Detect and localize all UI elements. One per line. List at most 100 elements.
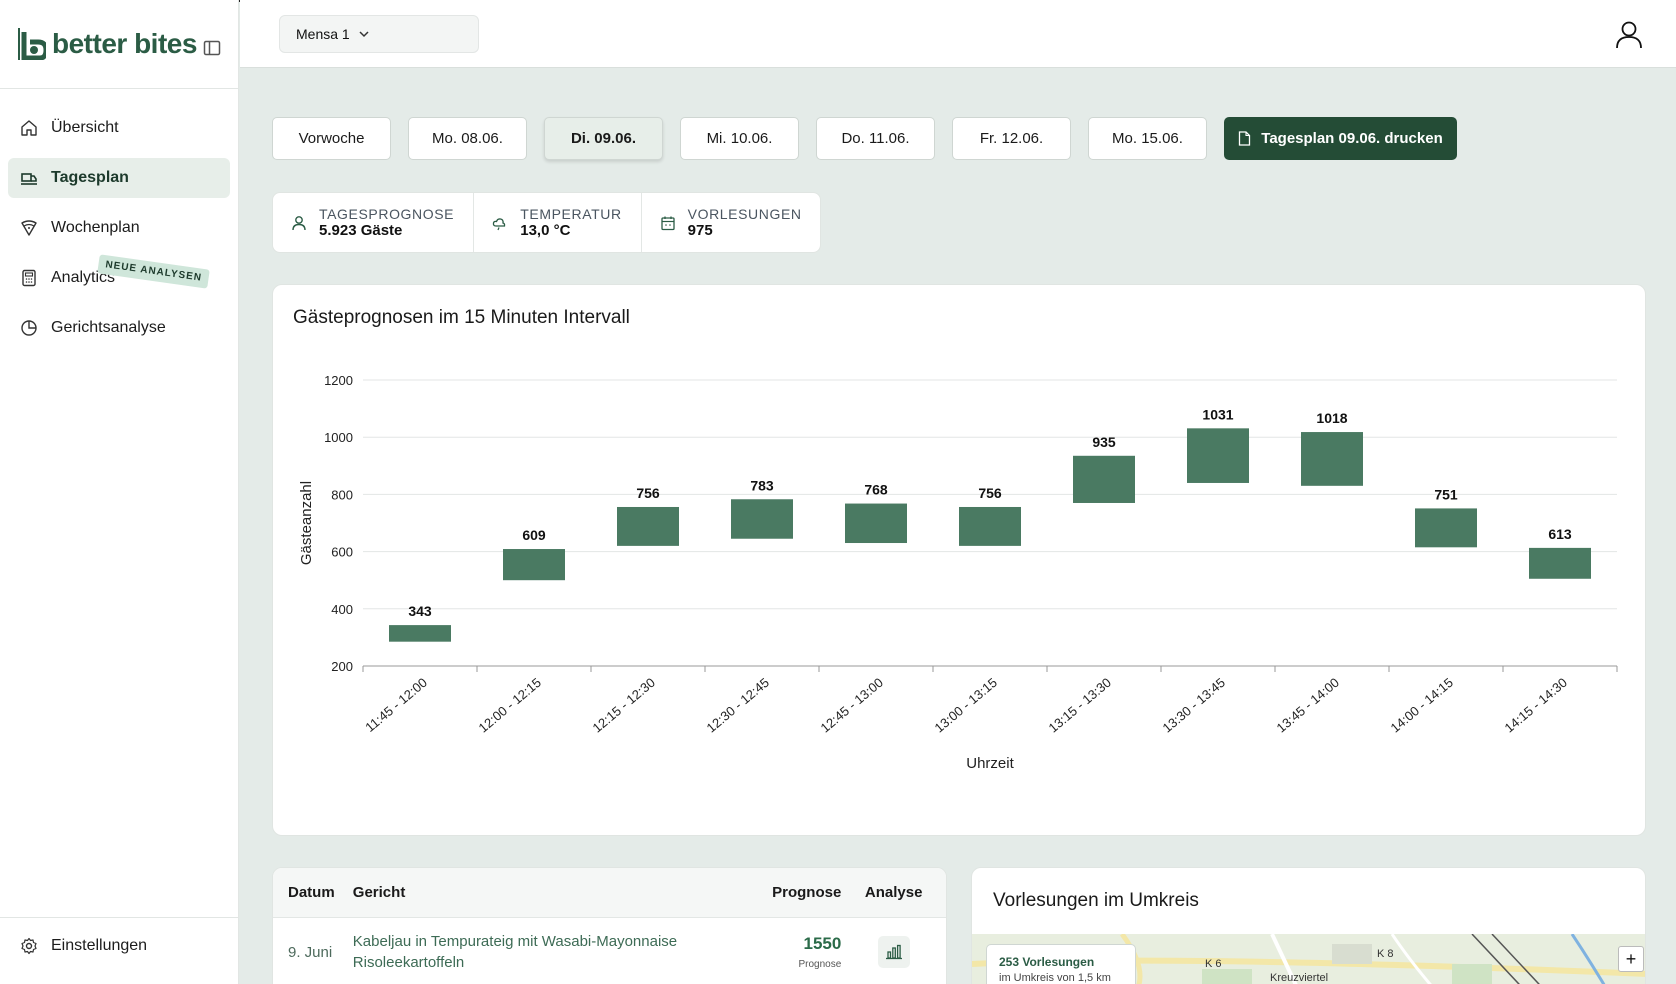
bar [1529, 547, 1591, 579]
stat-forecast: TAGESPROGNOSE 5.923 Gäste [273, 193, 475, 252]
bar-value-label: 783 [750, 477, 774, 493]
guest-forecast-chart-card: Gästeprognosen im 15 Minuten Intervall 2… [272, 284, 1646, 836]
logo-mark-icon [18, 28, 46, 60]
column-header-analysis: Analyse [864, 884, 923, 901]
day-button-fr-1206[interactable]: Fr. 12.06. [952, 117, 1071, 160]
brand-name: better bites [52, 28, 197, 59]
column-header-date: Datum [288, 884, 335, 901]
stat-temperature-value: 13,0 °C [520, 221, 571, 239]
map-tooltip-title: 253 Vorlesungen [999, 955, 1095, 969]
print-button-label: Tagesplan 09.06. drucken [1261, 130, 1443, 147]
row-date: 9. Juni [288, 943, 333, 961]
y-tick-label: 200 [331, 659, 353, 674]
x-tick-label: 13:00 - 13:15 [932, 675, 1000, 736]
stat-forecast-value: 5.923 Gäste [319, 221, 403, 239]
bar-value-label: 1018 [1316, 410, 1347, 426]
x-axis-label: Uhrzeit [966, 755, 1014, 772]
y-tick-label: 1200 [324, 373, 353, 388]
row-forecast-sub: Prognose [798, 958, 842, 970]
bar-value-label: 1031 [1202, 406, 1233, 422]
day-button-mo-1506[interactable]: Mo. 15.06. [1088, 117, 1207, 160]
analysis-button[interactable] [877, 936, 910, 968]
table-row: 9. Juni Kabeljau in Tempurateig mit Wasa… [273, 918, 946, 984]
home-icon [21, 120, 37, 136]
calendar-icon [660, 216, 675, 230]
bar [731, 499, 793, 539]
mensa-select-value: Mensa 1 [296, 26, 350, 42]
bar [1073, 455, 1135, 503]
sidebar-item-einstellungen[interactable]: Einstellungen [8, 926, 230, 966]
y-tick-label: 1000 [324, 430, 353, 445]
bar-value-label: 751 [1434, 486, 1458, 502]
day-button-mi-1006[interactable]: Mi. 10.06. [680, 117, 799, 160]
x-tick-label: 12:00 - 12:15 [476, 675, 544, 736]
lectures-map[interactable]: K 6 K 8 Kreuzviertel 253 Vorlesungen im … [972, 934, 1645, 984]
x-tick-label: 13:15 - 13:30 [1046, 675, 1114, 736]
day-button-vorwoche[interactable]: Vorwoche [272, 117, 391, 160]
print-dayplan-button[interactable]: Tagesplan 09.06. drucken [1224, 117, 1457, 160]
sidebar: better bites Übersicht Tagesplan Wochenp… [0, 0, 239, 984]
table-header: Datum Gericht Prognose Analyse [273, 868, 946, 918]
sidebar-collapse-icon[interactable] [203, 40, 223, 58]
pie-chart-icon [21, 320, 37, 336]
bar-value-label: 768 [864, 482, 888, 498]
bar [845, 503, 907, 544]
column-header-forecast: Prognose [772, 884, 842, 901]
user-icon[interactable] [1614, 20, 1644, 50]
bar [1415, 508, 1477, 548]
map-label-k6: K 6 [1205, 958, 1222, 970]
top-bar: Mensa 1 [240, 0, 1676, 68]
x-tick-label: 14:00 - 14:15 [1388, 675, 1456, 736]
row-dish-link[interactable]: Kabeljau in Tempurateig mit Wasabi-Mayon… [352, 933, 678, 971]
bar-value-label: 935 [1092, 434, 1116, 450]
bar-value-label: 343 [408, 603, 432, 619]
y-tick-label: 800 [331, 487, 353, 502]
bar-value-label: 613 [1548, 526, 1572, 542]
sidebar-item-label: Übersicht [51, 119, 119, 136]
bar-chart-icon [885, 944, 902, 960]
bar [389, 625, 451, 642]
bar [617, 506, 679, 546]
bar [1301, 432, 1363, 486]
row-analysis [841, 936, 946, 968]
row-forecast-value: 1550 [803, 933, 842, 953]
sidebar-item-uebersicht[interactable]: Übersicht [8, 108, 230, 148]
truck-icon [21, 173, 37, 185]
x-tick-label: 13:45 - 14:00 [1274, 675, 1342, 736]
sidebar-item-analytics[interactable]: Analytics NEUE ANALYSEN [8, 254, 230, 298]
x-tick-label: 13:30 - 13:45 [1160, 675, 1228, 736]
bar [503, 549, 565, 581]
map-title: Vorlesungen im Umkreis [993, 890, 1199, 911]
sidebar-item-label: Gerichtsanalyse [51, 319, 166, 336]
bar-value-label: 756 [636, 485, 660, 501]
mensa-select[interactable]: Mensa 1 [279, 15, 479, 53]
map-zoom-in-button[interactable]: + [1618, 946, 1644, 972]
sidebar-bottom-divider [0, 917, 239, 918]
map-tooltip-sub: im Umkreis von 1,5 km [999, 972, 1111, 984]
sidebar-item-label: Tagesplan [51, 169, 129, 186]
lectures-map-card: Vorlesungen im Umkreis K 6 K 8 Kreuzvier… [971, 867, 1646, 984]
row-forecast: 1550 Prognose [744, 934, 842, 971]
stat-temperature: TEMPERATUR 13,0 °C [474, 193, 642, 252]
y-axis-label: Gästeanzahl [298, 481, 315, 565]
day-button-di-0906[interactable]: Di. 09.06. [544, 117, 663, 160]
x-tick-label: 12:30 - 12:45 [704, 675, 772, 736]
day-button-do-1106[interactable]: Do. 11.06. [816, 117, 935, 160]
map-label-k8: K 8 [1377, 948, 1394, 960]
stat-lectures-value: 975 [687, 221, 713, 239]
x-tick-label: 14:15 - 14:30 [1502, 675, 1570, 736]
logo[interactable]: better bites [18, 28, 197, 60]
main-nav: Übersicht Tagesplan Wochenplan Analytics… [8, 108, 230, 358]
day-button-mo-0806[interactable]: Mo. 08.06. [408, 117, 527, 160]
column-header-dish: Gericht [352, 884, 406, 901]
x-tick-label: 12:15 - 12:30 [590, 675, 658, 736]
sidebar-item-gerichtsanalyse[interactable]: Gerichtsanalyse [8, 308, 230, 348]
sidebar-item-label: Wochenplan [51, 219, 140, 236]
sidebar-item-tagesplan[interactable]: Tagesplan [8, 158, 230, 198]
sidebar-item-wochenplan[interactable]: Wochenplan [8, 208, 230, 248]
bar-value-label: 609 [522, 527, 546, 543]
bar [959, 506, 1021, 546]
user-icon [292, 215, 306, 230]
stat-forecast-label: TAGESPROGNOSE [319, 205, 455, 222]
sidebar-divider [0, 88, 239, 89]
